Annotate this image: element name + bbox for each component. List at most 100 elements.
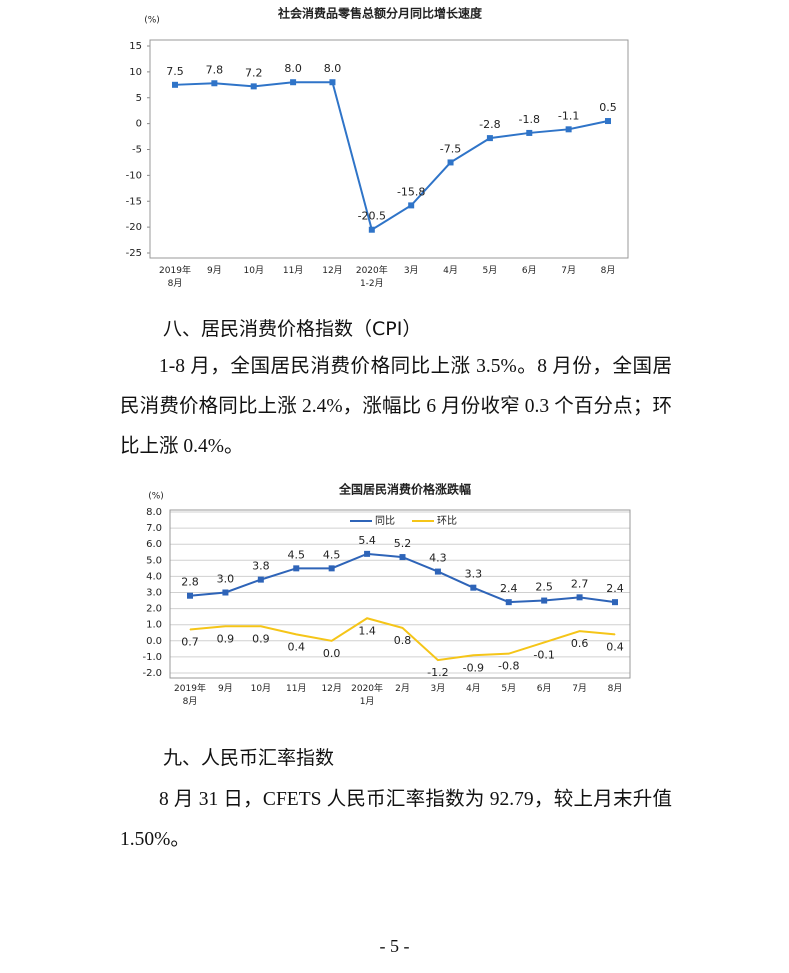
x-tick-label: 10月 <box>251 683 271 694</box>
data-label: 2.5 <box>535 581 553 594</box>
x-tick-label: 12月 <box>321 683 341 694</box>
x-tick-label: 12月 <box>322 265 342 276</box>
data-label: 1.4 <box>358 624 376 637</box>
data-label: 0.8 <box>394 634 412 647</box>
x-tick-label: 9月 <box>218 683 233 694</box>
x-tick-label: 11月 <box>283 265 303 276</box>
y-tick-label: -5 <box>132 145 142 156</box>
data-label: 2.4 <box>500 582 518 595</box>
data-point <box>172 81 178 88</box>
data-point <box>472 654 474 656</box>
data-label: 2.8 <box>181 576 199 589</box>
legend-label: 同比 <box>375 515 395 527</box>
x-tick-label: 5月 <box>501 683 516 694</box>
data-label: 2.7 <box>571 577 589 590</box>
y-tick-label: 6.0 <box>146 539 162 550</box>
y-unit: (%) <box>148 492 164 502</box>
plot-frame <box>169 509 631 679</box>
data-point <box>402 627 403 629</box>
data-point <box>187 592 193 599</box>
data-label: -7.5 <box>440 142 461 155</box>
x-tick-label: 8月 <box>601 265 616 276</box>
data-point <box>434 568 441 575</box>
data-point <box>295 633 297 635</box>
data-point <box>250 83 257 90</box>
data-point <box>368 226 375 233</box>
data-point <box>470 584 477 591</box>
y-tick-label: 0 <box>136 119 142 130</box>
data-point <box>579 630 581 632</box>
y-tick-label: 7.0 <box>146 523 162 534</box>
data-label: -0.8 <box>498 660 519 673</box>
y-tick-label: 8.0 <box>146 507 162 518</box>
y-tick-label: 4.0 <box>146 571 162 582</box>
data-label: 4.5 <box>288 548 306 561</box>
data-label: 7.8 <box>206 63 224 76</box>
y-unit: (%) <box>144 16 160 26</box>
y-tick-label: 15 <box>129 41 142 52</box>
data-point <box>364 550 371 557</box>
data-point <box>222 589 229 596</box>
data-label: 0.9 <box>252 632 270 645</box>
y-tick-label: 0.0 <box>146 636 162 647</box>
x-tick-label: 2月 <box>395 683 410 694</box>
data-label: 0.7 <box>181 636 199 649</box>
data-point <box>612 599 618 606</box>
x-tick-label: 6月 <box>522 265 537 276</box>
data-point <box>437 659 439 661</box>
x-tick-label: 5月 <box>483 265 498 276</box>
x-tick-label: 7月 <box>561 265 576 276</box>
y-tick-label: -10 <box>126 170 142 181</box>
data-point <box>526 129 533 136</box>
x-tick-label: 11月 <box>286 683 306 694</box>
data-label: 0.4 <box>606 640 624 653</box>
x-tick-label: 4月 <box>466 683 481 694</box>
paragraph: 8 月 31 日，CFETS 人民币汇率指数为 92.79，较上月末升值 1.5… <box>120 789 672 850</box>
data-label: -20.5 <box>358 210 386 223</box>
y-tick-label: -1.0 <box>142 652 162 663</box>
data-point <box>331 640 333 642</box>
data-label: 0.0 <box>323 647 341 660</box>
y-tick-label: 5 <box>136 93 142 104</box>
data-label: -0.1 <box>533 648 554 661</box>
y-tick-label: -2.0 <box>142 668 162 679</box>
data-label: 5.4 <box>358 534 376 547</box>
data-label: 0.9 <box>217 632 235 645</box>
x-tick-label: 2019年 8月 <box>174 682 206 707</box>
data-point <box>211 80 218 87</box>
data-label: 0.6 <box>571 637 589 650</box>
data-label: -2.8 <box>479 118 500 131</box>
legend-label: 环比 <box>437 515 457 527</box>
data-label: 8.0 <box>284 62 302 75</box>
heading: 八、居民消费价格指数（CPI） <box>163 318 422 340</box>
data-label: 4.3 <box>429 552 447 565</box>
data-point <box>614 633 616 635</box>
data-label: -1.1 <box>558 109 579 122</box>
data-point <box>293 565 300 572</box>
x-tick-label: 3月 <box>404 265 419 276</box>
data-point <box>257 576 264 583</box>
data-label: -15.8 <box>397 185 425 198</box>
data-label: 3.3 <box>465 568 483 581</box>
paragraph: 1-8 月，全国居民消费价格同比上涨 3.5%。8 月份，全国居民消费价格同比上… <box>120 356 672 457</box>
data-point <box>565 126 572 133</box>
data-label: 7.5 <box>166 65 184 78</box>
data-point <box>505 599 512 606</box>
x-tick-label: 4月 <box>443 265 458 276</box>
x-tick-label: 8月 <box>608 683 623 694</box>
data-point <box>408 202 415 209</box>
data-label: 2.4 <box>606 582 624 595</box>
x-tick-label: 2019年 8月 <box>159 264 191 289</box>
y-tick-label: 10 <box>129 67 142 78</box>
data-label: -1.8 <box>519 113 540 126</box>
x-tick-label: 10月 <box>244 265 264 276</box>
x-tick-label: 2020年 1月 <box>351 682 383 707</box>
data-label: -1.2 <box>427 666 448 679</box>
data-point <box>543 641 545 643</box>
data-point <box>508 653 510 655</box>
x-tick-label: 9月 <box>207 265 222 276</box>
y-tick-label: 1.0 <box>146 620 162 631</box>
data-point <box>189 629 191 631</box>
